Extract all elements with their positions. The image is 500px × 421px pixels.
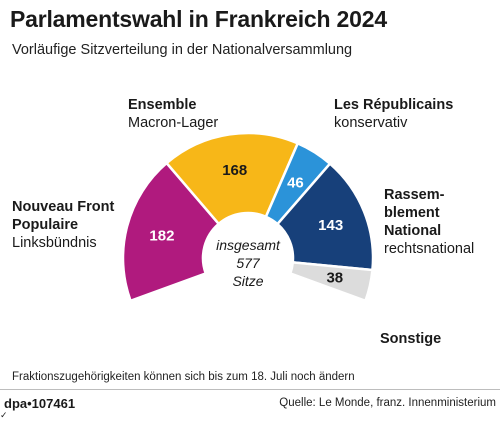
label-nfp: Nouveau Front Populaire Linksbündnis — [12, 198, 114, 252]
value-label-0: 182 — [149, 227, 174, 244]
total-label-line-2: Sitze — [232, 273, 263, 289]
label-lr-name: Les Républicains — [334, 97, 454, 113]
value-label-3: 143 — [318, 217, 343, 234]
label-nfp-desc: Linksbündnis — [12, 235, 97, 251]
value-label-2: 46 — [287, 175, 304, 192]
segment-3 — [275, 161, 375, 272]
chart-subtitle: Vorläufige Sitzverteilung in der Nationa… — [12, 42, 353, 58]
label-ensemble: Ensemble Macron-Lager — [128, 96, 218, 132]
segment-1 — [164, 131, 300, 226]
label-rn-desc: rechtsnational — [384, 241, 475, 257]
label-lr-desc: konservativ — [334, 115, 408, 131]
footnote: Fraktionszugehörigkeiten können sich bis… — [12, 371, 355, 383]
label-lr: Les Républicains konservativ — [334, 96, 453, 132]
label-nfp-name: Nouveau Front Populaire — [12, 199, 115, 233]
segment-4 — [288, 260, 374, 303]
total-label-line-1: 577 — [236, 255, 261, 271]
total-label-line-0: insgesamt — [216, 237, 281, 253]
label-other: Sonstige — [380, 330, 441, 348]
value-label-4: 38 — [326, 270, 343, 287]
label-other-name: Sonstige — [380, 331, 442, 347]
label-rn-name: Rassem- blement National — [384, 187, 445, 239]
source-note: Quelle: Le Monde, franz. Innenministeriu… — [279, 397, 496, 409]
divider — [0, 389, 500, 390]
label-ensemble-desc: Macron-Lager — [128, 115, 219, 131]
corner-mark: ✓ — [0, 410, 8, 420]
label-ensemble-name: Ensemble — [128, 97, 197, 113]
value-label-1: 168 — [222, 162, 247, 179]
chart-title: Parlamentswahl in Frankreich 2024 — [10, 6, 387, 32]
agency-id: dpa•107461 — [4, 396, 76, 411]
label-rn: Rassem- blement National rechtsnational — [384, 186, 474, 258]
